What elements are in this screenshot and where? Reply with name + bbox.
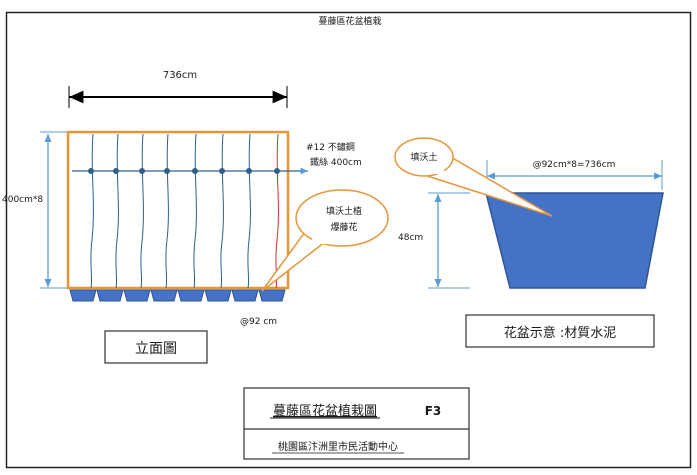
planter-title-box [465,314,655,348]
wire-label-1: #12 不鏽鋼 [306,141,355,153]
planter-body [485,192,664,289]
planter-title: 花盆示意 :材質水泥 [504,325,617,341]
wire-nodes [88,168,280,174]
elevation-title-box [104,330,208,364]
title-block-sub: 桃園區汴洲里市民活動中心 [278,440,398,453]
top-title: 蔓藤區花盆植栽 [318,15,381,27]
elevation-title: 立面圖 [135,341,177,357]
width-label: 736cm [163,70,197,81]
spacing-label: @92 cm [240,317,277,327]
planter-width-label: @92cm*8=736cm [533,160,616,170]
trellis-frame [66,130,290,290]
title-block-main: 蔓藤區花盆植栽圖 [273,403,377,419]
planter-height-label: 48cm [398,233,423,243]
wire-label-2: 鐵絲 400cm [310,156,362,168]
plant-callout-line1: 填沃土植 [326,205,362,217]
title-block-code: F3 [425,404,442,418]
vertical-wires [90,133,251,289]
sheet-border [5,11,692,469]
pot-row [69,289,286,302]
plant-callout-line2: 爆藤花 [330,221,357,233]
title-block [243,387,470,460]
soil-callout-text: 填沃土 [410,151,437,163]
height-label: 400cm*8 [2,195,43,205]
